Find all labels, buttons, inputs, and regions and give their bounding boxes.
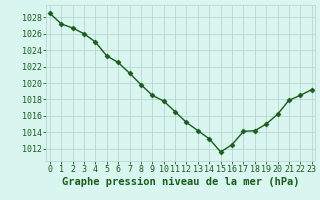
X-axis label: Graphe pression niveau de la mer (hPa): Graphe pression niveau de la mer (hPa) [62,177,300,187]
